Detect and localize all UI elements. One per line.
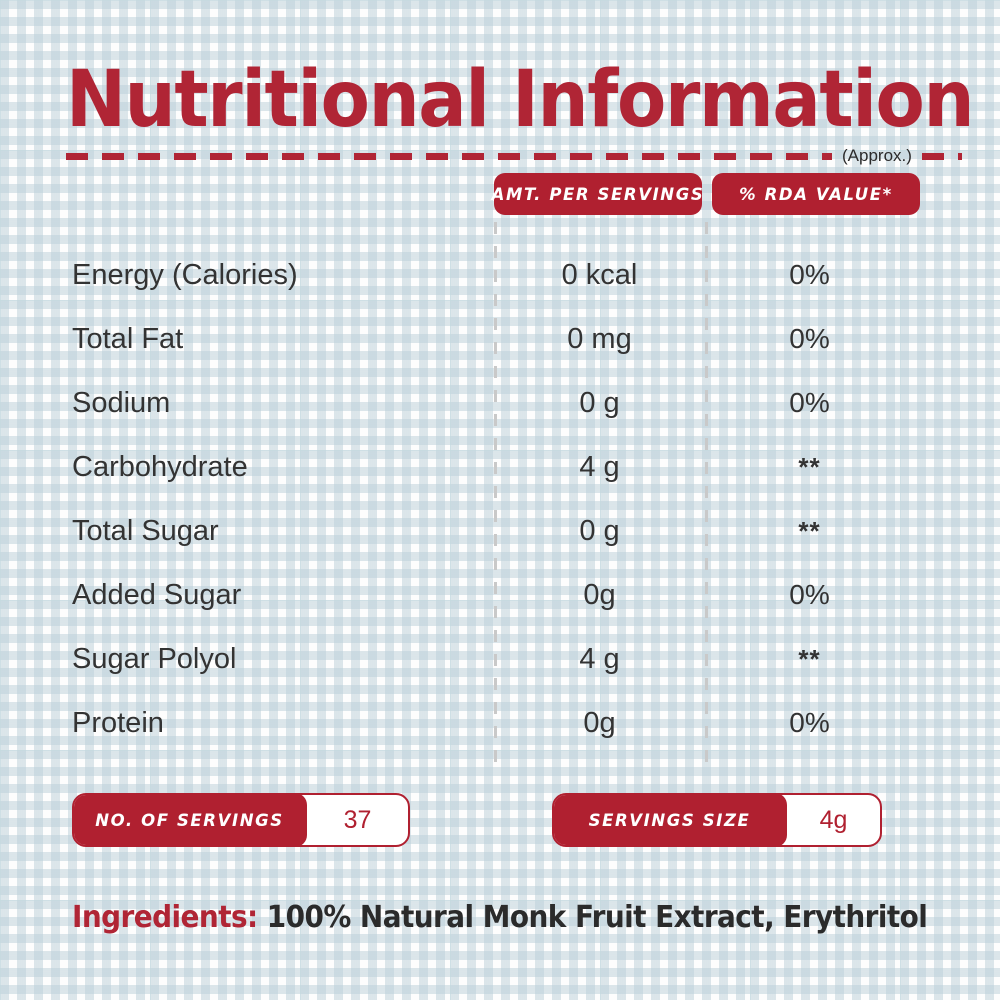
nutrient-name: Added Sugar — [72, 578, 242, 611]
servings-count-pill: NO. OF SERVINGS 37 — [72, 793, 410, 847]
nutrient-amount: 0g — [583, 578, 616, 611]
serving-info: NO. OF SERVINGS 37 SERVINGS SIZE 4g — [0, 793, 1000, 849]
table-row: Sodium 0 g 0% — [0, 371, 1000, 435]
nutrient-name: Total Fat — [72, 322, 184, 355]
nutrient-amount: 0 kcal — [561, 258, 638, 291]
serving-size-value: 4g — [819, 805, 848, 834]
ingredients-label: Ingredients: — [72, 900, 258, 935]
table-row: Energy (Calories) 0 kcal 0% — [0, 243, 1000, 307]
table-row: Protein 0g 0% — [0, 691, 1000, 755]
title-block: Nutritional Information (Approx.) — [66, 55, 975, 165]
nutrient-rda: 0% — [789, 579, 830, 610]
servings-count-value: 37 — [343, 805, 372, 834]
nutrient-amount: 0g — [583, 706, 616, 739]
nutrient-rda: 0% — [789, 387, 830, 418]
approx-note: (Approx.) — [842, 146, 912, 165]
table-row: Sugar Polyol 4 g ** — [0, 627, 1000, 691]
nutrient-name: Sugar Polyol — [72, 642, 237, 675]
nutrient-amount: 4 g — [579, 450, 620, 483]
column-separator-left — [494, 222, 497, 762]
nutrient-amount: 0 mg — [567, 322, 632, 355]
serving-size-pill: SERVINGS SIZE 4g — [552, 793, 882, 847]
nutrient-amount: 0 g — [579, 514, 620, 547]
nutrient-rda: 0% — [789, 259, 830, 290]
nutrient-rda: 0% — [789, 707, 830, 738]
nutrient-amount: 4 g — [579, 642, 620, 675]
table-row: Total Fat 0 mg 0% — [0, 307, 1000, 371]
column-header-amount: AMT. PER SERVINGS — [492, 173, 703, 215]
nutrient-name: Protein — [72, 706, 164, 739]
column-header-rda: % RDA VALUE* — [712, 173, 920, 215]
page-title: Nutritional Information — [66, 55, 975, 145]
nutrient-name: Total Sugar — [72, 514, 219, 547]
column-separator-right — [705, 222, 708, 762]
nutrient-rda: ** — [798, 451, 821, 482]
nutrient-name: Energy (Calories) — [72, 258, 298, 291]
nutrient-rda: 0% — [789, 323, 830, 354]
nutrient-name: Sodium — [72, 386, 171, 419]
ingredients-value: 100% Natural Monk Fruit Extract, Erythri… — [266, 900, 928, 935]
dash-rule-right-segment — [921, 152, 962, 160]
dash-rule-left-segment — [66, 152, 832, 160]
ingredients-line: Ingredients: 100% Natural Monk Fruit Ext… — [72, 900, 928, 935]
nutrient-amount: 0 g — [579, 386, 620, 419]
title-dashed-rule: (Approx.) — [66, 146, 962, 165]
nutrient-rda: ** — [798, 515, 821, 546]
column-headers: AMT. PER SERVINGS % RDA VALUE* — [492, 173, 920, 215]
servings-count-label: NO. OF SERVINGS — [74, 795, 307, 845]
nutrition-table: Energy (Calories) 0 kcal 0% Total Fat 0 … — [0, 243, 1000, 755]
table-row: Added Sugar 0g 0% — [0, 563, 1000, 627]
nutrient-name: Carbohydrate — [72, 450, 248, 483]
nutrient-rda: ** — [798, 643, 821, 674]
table-row: Total Sugar 0 g ** — [0, 499, 1000, 563]
table-row: Carbohydrate 4 g ** — [0, 435, 1000, 499]
serving-size-label: SERVINGS SIZE — [554, 795, 787, 845]
